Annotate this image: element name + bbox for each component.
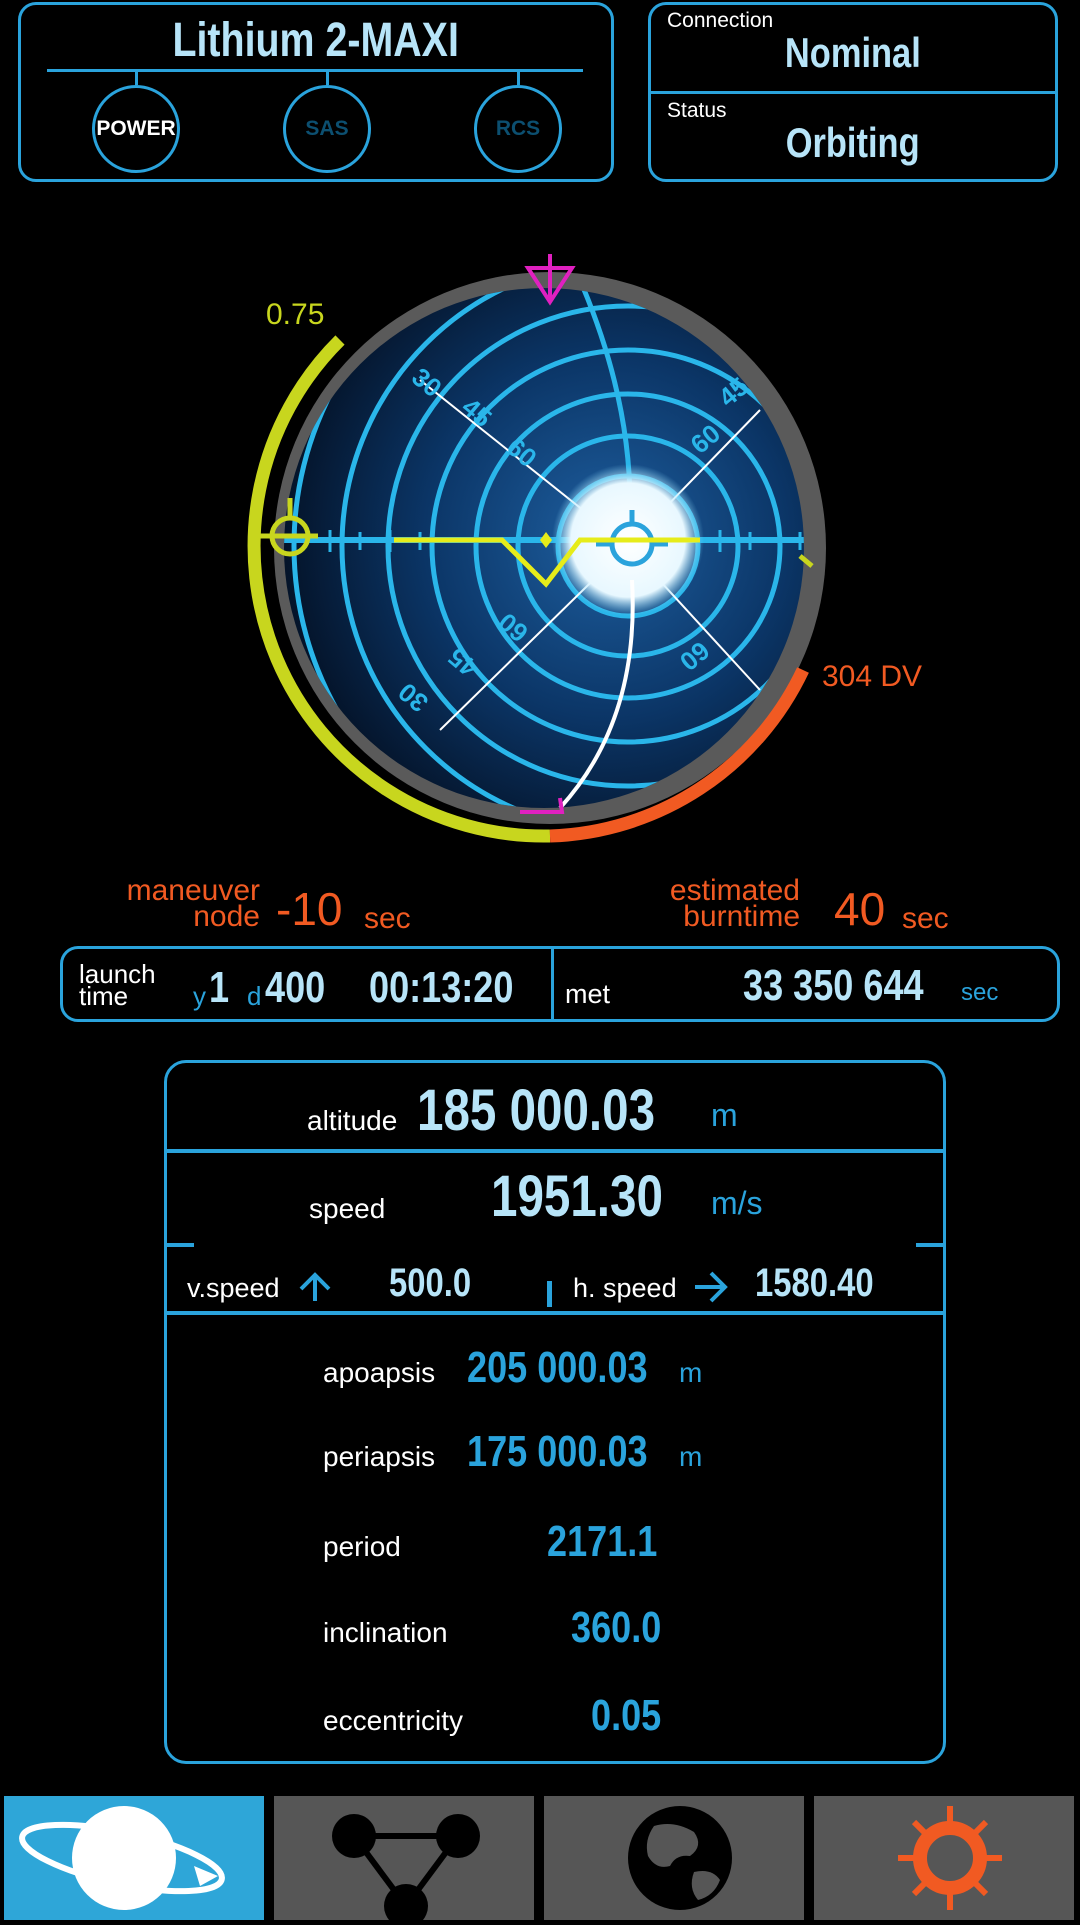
tab-network[interactable]	[274, 1796, 534, 1925]
settings-icon	[898, 1806, 1002, 1910]
vspeed-label: v.speed	[187, 1273, 280, 1303]
sas-label: SAS	[305, 117, 349, 140]
apoapsis-unit: m	[679, 1357, 703, 1388]
navball-sphere	[284, 288, 804, 808]
telemetry-panel: altitude 185 000.03 m speed 1951.30 m/s …	[164, 1060, 946, 1764]
status-value: Orbiting	[786, 119, 920, 166]
launch-time-label: launch time	[79, 959, 156, 1011]
timer-panel: launch time y 1 d 400 00:13:20 met 33 35…	[60, 946, 1060, 1022]
day-value: 400	[265, 963, 326, 1012]
maneuver-unit: sec	[364, 902, 411, 935]
met-label: met	[565, 979, 611, 1009]
burntime-value: 40	[834, 883, 886, 935]
arrow-right-icon	[695, 1271, 728, 1303]
period-value: 2171.1	[547, 1517, 658, 1566]
periapsis-value: 175 000.03	[467, 1427, 648, 1476]
met-value: 33 350 644	[743, 961, 924, 1010]
trajectory-line	[558, 579, 635, 810]
deltav-value: 304 DV	[822, 660, 923, 693]
vessel-divider	[47, 69, 583, 72]
year-unit: y	[193, 981, 206, 1011]
network-icon	[332, 1814, 480, 1925]
vspeed-value: 500.0	[389, 1261, 472, 1305]
periapsis-unit: m	[679, 1441, 703, 1472]
connection-label: Connection	[667, 9, 774, 32]
altitude-divider	[164, 1149, 946, 1153]
apoapsis-value: 205 000.03	[467, 1343, 648, 1392]
rcs-label: RCS	[495, 117, 541, 140]
burntime-label: estimated burntime	[669, 874, 800, 933]
connection-value: Nominal	[785, 29, 921, 76]
orbit-divider	[164, 1311, 946, 1315]
speed-label: speed	[309, 1193, 386, 1224]
launch-clock: 00:13:20	[369, 963, 514, 1012]
throttle-gauge	[247, 335, 551, 843]
power-label: POWER	[96, 117, 176, 140]
eccentricity-value: 0.05	[591, 1691, 662, 1740]
status-label: Status	[667, 99, 727, 122]
power-toggle[interactable]: POWER	[92, 85, 180, 173]
year-value: 1	[209, 963, 230, 1012]
throttle-value: 0.75	[266, 298, 325, 331]
maneuver-target-marker	[252, 498, 318, 557]
maneuver-label: maneuver node	[126, 874, 260, 933]
sas-toggle[interactable]: SAS	[283, 85, 371, 173]
speed-unit: m/s	[711, 1185, 763, 1221]
eccentricity-label: eccentricity	[323, 1705, 464, 1736]
globe-icon	[628, 1806, 732, 1910]
status-divider	[651, 91, 1055, 94]
maneuver-value: -10	[276, 883, 343, 935]
status-panel: Connection Nominal Status Orbiting	[648, 2, 1058, 182]
navball[interactable]: 30 45 60 45 60 30 45 60 60	[0, 240, 1080, 860]
tab-settings[interactable]	[814, 1796, 1074, 1920]
planet-icon	[19, 1806, 225, 1910]
inclination-value: 360.0	[571, 1603, 662, 1652]
vessel-name: Lithium 2-MAXI	[172, 14, 460, 67]
prograde-marker	[596, 510, 668, 567]
day-unit: d	[247, 981, 262, 1011]
vessel-panel: Lithium 2-MAXI POWER SAS RCS	[18, 2, 614, 182]
tab-globe[interactable]	[544, 1796, 804, 1920]
altitude-label: altitude	[307, 1105, 398, 1136]
attitude-indicator	[394, 537, 700, 588]
apoapsis-label: apoapsis	[323, 1357, 436, 1388]
periapsis-label: periapsis	[323, 1441, 436, 1472]
altitude-unit: m	[711, 1097, 738, 1133]
speed-split-divider	[547, 1281, 552, 1307]
rcs-toggle[interactable]: RCS	[474, 85, 562, 173]
altitude-value: 185 000.03	[417, 1078, 656, 1143]
arrow-up-icon	[299, 1272, 331, 1301]
burntime-unit: sec	[902, 902, 949, 935]
met-unit: sec	[961, 979, 999, 1006]
inclination-label: inclination	[323, 1617, 448, 1648]
timer-divider	[551, 949, 554, 1019]
tab-orbit[interactable]	[4, 1796, 264, 1920]
hspeed-value: 1580.40	[755, 1261, 874, 1305]
hspeed-label: h. speed	[573, 1273, 677, 1303]
speed-value: 1951.30	[491, 1164, 663, 1229]
period-label: period	[323, 1531, 401, 1562]
deltav-gauge	[549, 667, 809, 843]
target-marker-bottom	[520, 797, 565, 814]
